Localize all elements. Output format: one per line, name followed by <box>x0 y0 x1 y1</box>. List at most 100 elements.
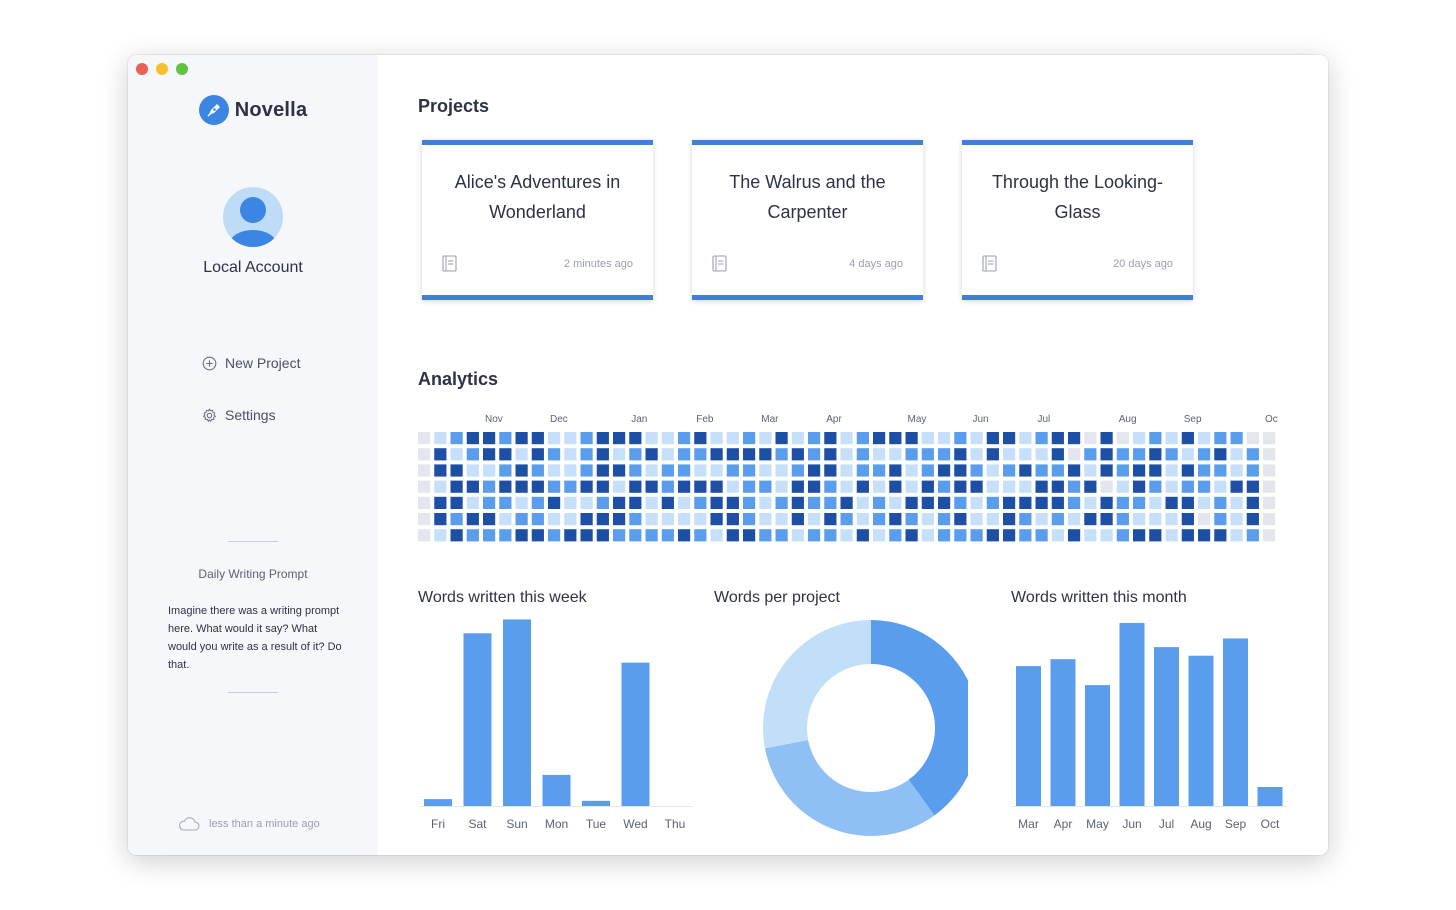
x-tick-label: Jul <box>1159 817 1174 831</box>
project-card[interactable]: Alice's Adventures in Wonderland 2 minut… <box>422 140 653 300</box>
heatmap-cell <box>710 432 723 445</box>
heatmap-cell <box>515 513 528 526</box>
heatmap-cell <box>434 448 447 461</box>
heatmap-cell <box>1035 496 1048 509</box>
heatmap-cell <box>791 432 804 445</box>
heatmap-cell <box>1116 464 1129 477</box>
x-tick-label: Sun <box>506 817 527 831</box>
heatmap-cell <box>1003 432 1016 445</box>
heatmap-cell <box>824 480 837 493</box>
project-title: The Walrus and the Carpenter <box>729 172 886 222</box>
heatmap-cell <box>418 432 431 445</box>
heatmap-cell <box>515 432 528 445</box>
heatmap-cell <box>743 432 756 445</box>
heatmap-cell <box>759 448 772 461</box>
heatmap-cell <box>483 480 496 493</box>
project-updated: 4 days ago <box>849 258 903 270</box>
window-controls <box>136 63 188 75</box>
heatmap-cell <box>873 448 886 461</box>
heatmap-cell <box>905 480 918 493</box>
heatmap-cell <box>986 464 999 477</box>
heatmap-cell <box>661 464 674 477</box>
heatmap-cell <box>1246 496 1259 509</box>
heatmap-cell <box>645 529 658 542</box>
heatmap-cell <box>970 464 983 477</box>
heatmap-cell <box>450 448 463 461</box>
project-card[interactable]: Through the Looking-Glass 20 days ago <box>962 140 1193 300</box>
heatmap-cell <box>613 529 626 542</box>
app-logo[interactable]: Novella <box>128 95 378 125</box>
heatmap-cell <box>515 448 528 461</box>
heatmap-cell <box>678 432 691 445</box>
close-window-button[interactable] <box>136 63 148 75</box>
heatmap-cell <box>661 448 674 461</box>
minimize-window-button[interactable] <box>156 63 168 75</box>
heatmap-cell <box>759 529 772 542</box>
x-tick-label: Apr <box>1054 817 1073 831</box>
heatmap-cell <box>694 464 707 477</box>
heatmap-cell <box>499 464 512 477</box>
heatmap-cell <box>1230 496 1243 509</box>
heatmap-cell <box>808 432 821 445</box>
heatmap-cell <box>775 529 788 542</box>
heatmap-cell <box>824 513 837 526</box>
heatmap-cell <box>824 448 837 461</box>
heatmap-cell <box>954 448 967 461</box>
maximize-window-button[interactable] <box>176 63 188 75</box>
heatmap-cell <box>743 480 756 493</box>
avatar[interactable] <box>223 187 283 247</box>
bar-mar <box>1016 666 1041 806</box>
heatmap-cell <box>1003 496 1016 509</box>
heatmap-cell <box>840 513 853 526</box>
heatmap-cell <box>759 513 772 526</box>
heatmap-cell <box>645 496 658 509</box>
heatmap-cell <box>1198 480 1211 493</box>
heatmap-cell <box>1035 529 1048 542</box>
x-tick-label: Mon <box>545 817 568 831</box>
settings-button[interactable]: Settings <box>202 407 276 423</box>
heatmap-cell <box>596 529 609 542</box>
heatmap-cell <box>645 480 658 493</box>
heatmap-cell <box>1214 480 1227 493</box>
heatmap-cell <box>710 464 723 477</box>
heatmap-cell <box>1019 513 1032 526</box>
heatmap-cell <box>515 496 528 509</box>
heatmap-cell <box>775 464 788 477</box>
heatmap-cell <box>726 464 739 477</box>
heatmap-cell <box>596 480 609 493</box>
heatmap-cell <box>905 448 918 461</box>
heatmap-cell <box>418 448 431 461</box>
new-project-button[interactable]: New Project <box>202 355 300 371</box>
heatmap-cell <box>466 432 479 445</box>
heatmap-cell <box>1116 448 1129 461</box>
heatmap-cell <box>580 464 593 477</box>
heatmap-cell <box>873 513 886 526</box>
heatmap-cell <box>856 529 869 542</box>
heatmap-cell <box>1035 513 1048 526</box>
heatmap-cell <box>921 513 934 526</box>
heatmap-cell <box>873 464 886 477</box>
heatmap-cell <box>905 529 918 542</box>
heatmap-cell <box>1019 448 1032 461</box>
heatmap-cell <box>1165 432 1178 445</box>
heatmap-cell <box>1100 496 1113 509</box>
project-updated: 20 days ago <box>1113 258 1173 270</box>
bar-aug <box>1188 655 1214 806</box>
heatmap-cell <box>1198 513 1211 526</box>
heatmap-cell <box>726 448 739 461</box>
heatmap-cell <box>1068 529 1081 542</box>
heatmap-cell <box>954 513 967 526</box>
heatmap-cell <box>1263 480 1276 493</box>
document-icon <box>712 255 727 272</box>
heatmap-cell <box>1019 432 1032 445</box>
heatmap-cell <box>629 448 642 461</box>
project-card[interactable]: The Walrus and the Carpenter 4 days ago <box>692 140 923 300</box>
heatmap-cell <box>499 529 512 542</box>
heatmap-cell <box>613 448 626 461</box>
heatmap-cell <box>889 432 902 445</box>
heatmap-cell <box>564 513 577 526</box>
heatmap-cell <box>1133 464 1146 477</box>
heatmap-cell <box>450 496 463 509</box>
x-tick-label: Mar <box>1018 817 1039 831</box>
heatmap-cell <box>1230 432 1243 445</box>
